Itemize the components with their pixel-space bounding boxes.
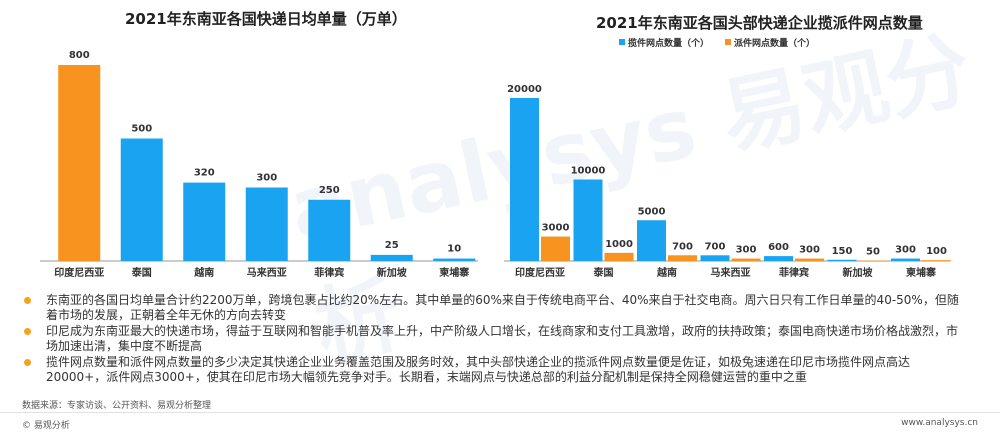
delivery-bar-value: 700 (672, 241, 693, 252)
bullet-list: 东南亚的各国日均单量合计约2200万单，跨境包裹占比约20%左右。其中单量的60… (22, 293, 967, 386)
left-category-label: 菲律宾 (314, 266, 344, 279)
pickup-bar-value: 10000 (571, 166, 606, 177)
left-category-label: 马来西亚 (247, 266, 287, 279)
footer-divider (0, 412, 1000, 413)
pickup-bar-2 (573, 179, 603, 261)
left-bar-value: 500 (131, 124, 152, 135)
bullet-text: 东南亚的各国日均单量合计约2200万单，跨境包裹占比约20%左右。其中单量的60… (46, 293, 959, 322)
left-bar-value: 300 (256, 173, 277, 184)
left-category-label: 新加坡 (377, 266, 408, 279)
right-category-label: 新加坡 (843, 266, 874, 279)
bullet-item: 印尼成为东南亚最大的快递市场，得益于互联网和智能手机普及率上升，中产阶级人口增长… (22, 324, 967, 354)
right-category-label: 越南 (656, 266, 677, 279)
footer-url[interactable]: www.analysys.cn (901, 418, 978, 428)
right-category-label: 泰国 (593, 266, 614, 279)
left-category-label: 柬埔寨 (438, 266, 469, 279)
delivery-bar-value: 50 (866, 247, 880, 258)
delivery-bar-5 (795, 258, 824, 261)
bullet-dot-icon (24, 297, 31, 304)
left-category-label: 泰国 (131, 266, 152, 279)
right-category-label: 印度尼西亚 (515, 266, 565, 279)
pickup-bar-4 (700, 255, 730, 261)
left-chart-title: 2021年东南亚各国快递日均单量（万单） (125, 10, 407, 28)
legend-swatch (619, 39, 625, 45)
left-bar-value: 800 (69, 50, 90, 61)
pickup-bar-7 (891, 258, 920, 261)
pickup-bar-6 (827, 259, 857, 261)
bullet-text: 揽件网点数量和派件网点数量的多少决定其快递企业业务覆盖范围及服务时效，其中头部快… (46, 355, 911, 384)
delivery-bar-value: 3000 (542, 223, 570, 234)
delivery-bar-value: 300 (736, 245, 757, 256)
delivery-bar-value: 1000 (605, 239, 633, 250)
pickup-bar-value: 700 (705, 241, 726, 252)
delivery-bar-7 (922, 260, 951, 262)
pickup-bar-value: 300 (895, 245, 916, 256)
left-bar-3 (183, 182, 226, 261)
left-bar-value: 10 (447, 244, 461, 255)
bullet-item: 揽件网点数量和派件网点数量的多少决定其快递企业业务覆盖范围及服务时效，其中头部快… (22, 355, 967, 385)
pickup-bar-value: 20000 (507, 84, 542, 95)
pickup-bar-value: 150 (832, 246, 853, 257)
right-chart-title: 2021年东南亚各国头部快递企业揽派件网点数量 (596, 14, 923, 32)
right-category-label: 柬埔寨 (905, 266, 936, 279)
pickup-bar-1 (510, 98, 539, 261)
left-bar-1 (58, 65, 101, 261)
left-bar-value: 25 (385, 240, 399, 251)
left-bar-7 (433, 258, 476, 261)
legend-label: 揽件网点数量（个） (628, 37, 709, 49)
bullet-dot-icon (24, 328, 31, 335)
delivery-bar-2 (604, 252, 634, 261)
left-bar-2 (120, 138, 163, 261)
legend-swatch (725, 39, 731, 45)
pickup-bar-5 (764, 256, 793, 261)
right-category-label: 菲律宾 (779, 266, 809, 279)
pickup-bar-3 (637, 220, 666, 261)
pickup-bar-value: 5000 (638, 206, 666, 217)
left-category-label: 印度尼西亚 (54, 266, 104, 279)
left-bar-4 (245, 187, 288, 261)
left-bar-value: 250 (319, 185, 340, 196)
footer-brand: © 易观分析 (22, 421, 70, 431)
left-category-label: 越南 (193, 266, 214, 279)
delivery-bar-value: 100 (926, 246, 947, 257)
delivery-bar-1 (541, 236, 570, 261)
legend-label: 派件网点数量（个） (734, 37, 815, 49)
bullet-item: 东南亚的各国日均单量合计约2200万单，跨境包裹占比约20%左右。其中单量的60… (22, 293, 967, 323)
left-bar-6 (370, 254, 413, 261)
bullet-dot-icon (24, 359, 31, 366)
charts-canvas: 800 印度尼西亚 500 泰国 320 越南 300 马来西亚 250 菲律宾 25 新加坡 10 柬埔… (40, 37, 951, 279)
delivery-bar-value: 300 (799, 245, 820, 256)
bullet-text: 印尼成为东南亚最大的快递市场，得益于互联网和智能手机普及率上升，中产阶级人口增长… (46, 324, 959, 353)
left-bar-value: 320 (194, 168, 215, 179)
left-bar-5 (308, 199, 351, 261)
delivery-bar-3 (668, 255, 697, 261)
data-source: 数据来源：专家访谈、公开资料、易观分析整理 (22, 401, 212, 411)
pickup-bar-value: 600 (768, 242, 789, 253)
delivery-bar-6 (858, 260, 888, 262)
delivery-bar-4 (731, 258, 761, 261)
right-category-label: 马来西亚 (711, 266, 751, 279)
